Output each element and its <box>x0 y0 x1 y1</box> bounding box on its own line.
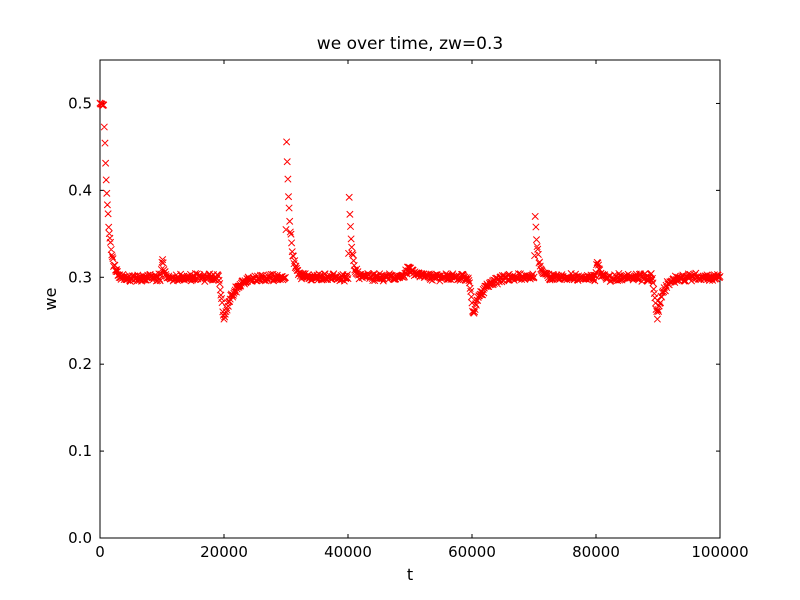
y-tick-label: 0.3 <box>68 268 92 286</box>
x-tick-label: 80000 <box>572 543 620 561</box>
x-tick-label: 40000 <box>324 543 372 561</box>
y-tick-label: 0.5 <box>68 94 92 112</box>
x-tick-label: 60000 <box>448 543 496 561</box>
scatter-series <box>96 99 724 323</box>
scatter-points <box>96 99 724 323</box>
y-tick-label: 0.0 <box>68 529 92 547</box>
x-tick-label: 0 <box>95 543 105 561</box>
y-tick-label: 0.4 <box>68 181 92 199</box>
plot-area-box <box>99 59 721 539</box>
axis-ticks: 0 20000 40000 60000 80000 100000 0.0 0.1 0.2 0.3 0… <box>68 60 749 561</box>
y-tick-label: 0.1 <box>68 442 92 460</box>
plot-title: we over time, zw=0.3 <box>317 34 503 54</box>
x-tick-label: 100000 <box>691 543 748 561</box>
y-axis-label: we <box>41 288 60 311</box>
y-tick-label: 0.2 <box>68 355 92 373</box>
x-axis-label: t <box>407 565 413 584</box>
x-tick-label: 20000 <box>200 543 248 561</box>
